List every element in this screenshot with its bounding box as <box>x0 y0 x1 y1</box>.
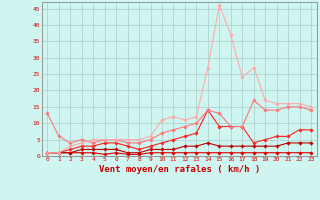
X-axis label: Vent moyen/en rafales ( km/h ): Vent moyen/en rafales ( km/h ) <box>99 165 260 174</box>
